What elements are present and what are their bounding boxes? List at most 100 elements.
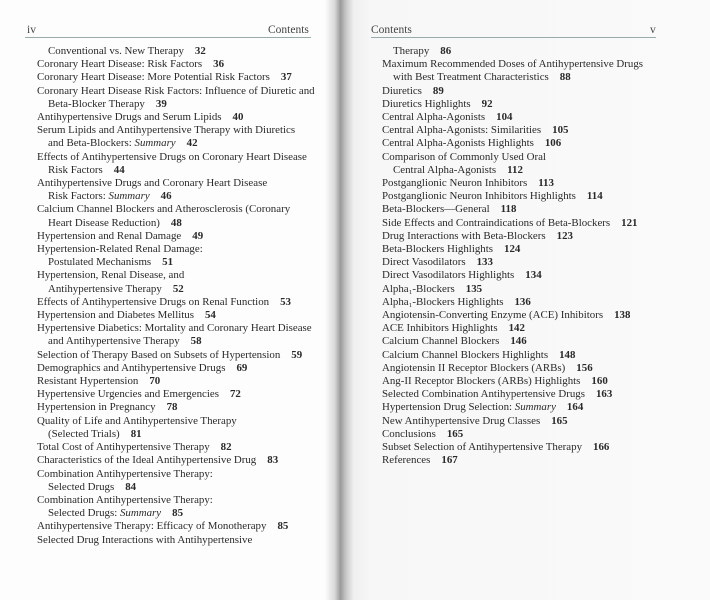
toc-entry: Subset Selection of Antihypertensive The…: [382, 441, 643, 454]
toc-page-number: 89: [432, 84, 444, 97]
toc-entry-title: Risk Factors: [48, 163, 103, 176]
toc-entry-line: Antihypertensive Drugs and Serum Lipids 4…: [37, 111, 315, 124]
toc-entry-line: Coronary Heart Disease: More Potential R…: [37, 71, 315, 84]
toc-page-number: 81: [130, 427, 142, 440]
toc-entry-title: Hypertensive Diabetics: Mortality and Co…: [37, 322, 312, 335]
toc-entry-line: Risk Factors 44: [37, 164, 315, 177]
toc-entry-line: Calcium Channel Blockers 146: [382, 335, 643, 348]
toc-entry-title: Central Alpha-Agonists: [393, 163, 497, 176]
toc-entry: Conventional vs. New Therapy 32: [37, 45, 315, 58]
toc-entry: Postganglionic Neuron Inhibitors 113: [382, 177, 643, 190]
toc-page-number: 136: [514, 295, 531, 308]
right-page: Contents v Therapy 86 Maximum Recommended …: [340, 0, 710, 600]
toc-entry-title: Beta-Blockers—General: [382, 203, 490, 216]
toc-page-number: 86: [440, 45, 452, 57]
toc-entry: Antihypertensive Therapy: Efficacy of Mo…: [37, 520, 315, 533]
toc-entry-line: Beta-Blockers Highlights 124: [382, 243, 643, 256]
toc-entry-title: Diuretics: [382, 84, 422, 97]
toc-page-number: 121: [621, 216, 638, 229]
toc-entry-line: Combination Antihypertensive Therapy:: [37, 494, 315, 507]
toc-entry-title: Direct Vasodilators Highlights: [382, 269, 515, 282]
toc-entry-line: Hypertension in Pregnancy 78: [37, 401, 315, 414]
toc-entry: References 167: [382, 454, 643, 467]
toc-page-number: 37: [280, 71, 292, 84]
toc-entry-line: (Selected Trials) 81: [37, 428, 315, 441]
toc-entry-title: Coronary Heart Disease: Risk Factors: [37, 58, 203, 71]
toc-page-number: 82: [220, 441, 232, 454]
toc-entry-title: Combination Antihypertensive Therapy:: [37, 467, 213, 480]
toc-entry: Maximum Recommended Doses of Antihyperte…: [382, 58, 643, 84]
toc-entry-emphasis: Summary: [119, 507, 162, 520]
toc-entry-title: with Best Treatment Characteristics: [393, 71, 549, 84]
toc-entry: Effects of Antihypertensive Drugs on Cor…: [37, 151, 315, 177]
toc-entry-title: and Antihypertensive Therapy: [48, 335, 180, 348]
toc-entry: Alpha₁-Blockers Highlights 136: [382, 296, 643, 309]
toc-entry: Beta-Blockers—General 118: [382, 203, 643, 216]
header-rule: [25, 37, 311, 38]
toc-entry-title: Antihypertensive Therapy: [48, 282, 162, 295]
toc-entry-emphasis: Summary: [134, 137, 176, 150]
toc-page-number: 160: [591, 375, 608, 388]
toc-entry: Hypertension, Renal Disease, and Antihype…: [37, 269, 315, 295]
toc-entry: Drug Interactions with Beta-Blockers 123: [382, 230, 643, 243]
toc-page-number: 163: [595, 388, 613, 401]
toc-entry: Alpha₁-Blockers 135: [382, 283, 643, 296]
toc-page-number: 113: [538, 177, 554, 190]
toc-entry: Hypertensive Diabetics: Mortality and Co…: [37, 322, 315, 348]
toc-entry-line: Selected Combination Antihypertensive Dr…: [382, 388, 643, 401]
toc-page-number: 84: [125, 480, 137, 493]
toc-entry-line: Beta-Blocker Therapy 39: [37, 98, 315, 111]
toc-entry-title: Effects of Antihypertensive Drugs on Cor…: [37, 150, 307, 163]
toc-entry-line: ACE Inhibitors Highlights 142: [382, 322, 643, 335]
toc-entry-emphasis: Summary: [108, 190, 150, 203]
toc-page-number: 167: [441, 454, 458, 467]
toc-entry: Antihypertensive Drugs and Coronary Hear…: [37, 177, 315, 203]
toc-entry-line: Hypertensive Urgencies and Emergencies 72: [37, 388, 315, 401]
toc-entry-line: Selected Drug Interactions with Antihype…: [37, 534, 315, 547]
toc-entry-title: Total Cost of Antihypertensive Therapy: [37, 441, 210, 454]
toc-entry-title: Angiotensin-Converting Enzyme (ACE) Inhi…: [382, 309, 604, 322]
toc-entry: Calcium Channel Blockers and Atheroscler…: [37, 203, 315, 229]
toc-entry: Selected Drug Interactions with Antihype…: [37, 534, 315, 547]
toc-page-number: 104: [496, 111, 513, 124]
toc-entry-title: Hypertension and Renal Damage: [37, 229, 182, 242]
running-head: Contents: [371, 24, 412, 36]
toc-entry-line: Central Alpha-Agonists 112: [382, 164, 643, 177]
toc-entry-line: Central Alpha-Agonists: Similarities 105: [382, 124, 643, 137]
toc-entry-title: Hypertensive Urgencies and Emergencies: [37, 388, 219, 401]
toc-entry-line: Hypertension and Diabetes Mellitus 54: [37, 309, 315, 322]
toc-entry-title: Ang-II Receptor Blockers (ARBs) Highligh…: [382, 375, 581, 388]
toc-entry: Resistant Hypertension 70: [37, 375, 315, 388]
toc-entry: Quality of Life and Antihypertensive The…: [37, 415, 315, 441]
toc-page-number: 146: [510, 335, 527, 348]
toc-page-number: 32: [194, 45, 206, 57]
toc-entry: Coronary Heart Disease Risk Factors: Inf…: [37, 85, 315, 111]
toc-page-number: 124: [504, 243, 521, 256]
toc-entry-title: Antihypertensive Drugs and Serum Lipids: [37, 111, 222, 124]
toc-entry-title: Conventional vs. New Therapy: [48, 45, 184, 57]
toc-list: Conventional vs. New Therapy 32 Coronary H…: [37, 45, 315, 547]
toc-entry-title: Selected Drugs: [48, 480, 115, 493]
toc-entry-title: Resistant Hypertension: [37, 375, 139, 388]
toc-entry: Therapy 86: [382, 45, 643, 58]
toc-page-number: 166: [593, 441, 610, 454]
toc-page-number: 133: [476, 256, 493, 269]
toc-entry: Selected Combination Antihypertensive Dr…: [382, 388, 643, 401]
toc-entry: Calcium Channel Blockers Highlights 148: [382, 349, 643, 362]
toc-page-number: 165: [551, 414, 568, 427]
toc-entry: New Antihypertensive Drug Classes 165: [382, 415, 643, 428]
toc-entry: Ang-II Receptor Blockers (ARBs) Highligh…: [382, 375, 643, 388]
toc-page-number: 106: [544, 137, 562, 150]
toc-entry: Postganglionic Neuron Inhibitors Highlig…: [382, 190, 643, 203]
toc-page-number: 72: [229, 388, 241, 401]
toc-entry-title: Alpha₁-Blockers Highlights: [382, 295, 504, 308]
book-gutter: [325, 0, 353, 600]
toc-entry: Angiotensin II Receptor Blockers (ARBs) 1…: [382, 362, 643, 375]
toc-entry-line: Angiotensin-Converting Enzyme (ACE) Inhi…: [382, 309, 643, 322]
toc-entry-line: Subset Selection of Antihypertensive The…: [382, 441, 643, 454]
toc-entry: Conclusions 165: [382, 428, 643, 441]
toc-entry-line: Angiotensin II Receptor Blockers (ARBs) 1…: [382, 362, 643, 375]
toc-entry-title: Antihypertensive Therapy: Efficacy of Mo…: [37, 520, 267, 533]
toc-entry: Combination Antihypertensive Therapy: Sel…: [37, 494, 315, 520]
toc-entry-line: Comparison of Commonly Used Oral: [382, 151, 643, 164]
